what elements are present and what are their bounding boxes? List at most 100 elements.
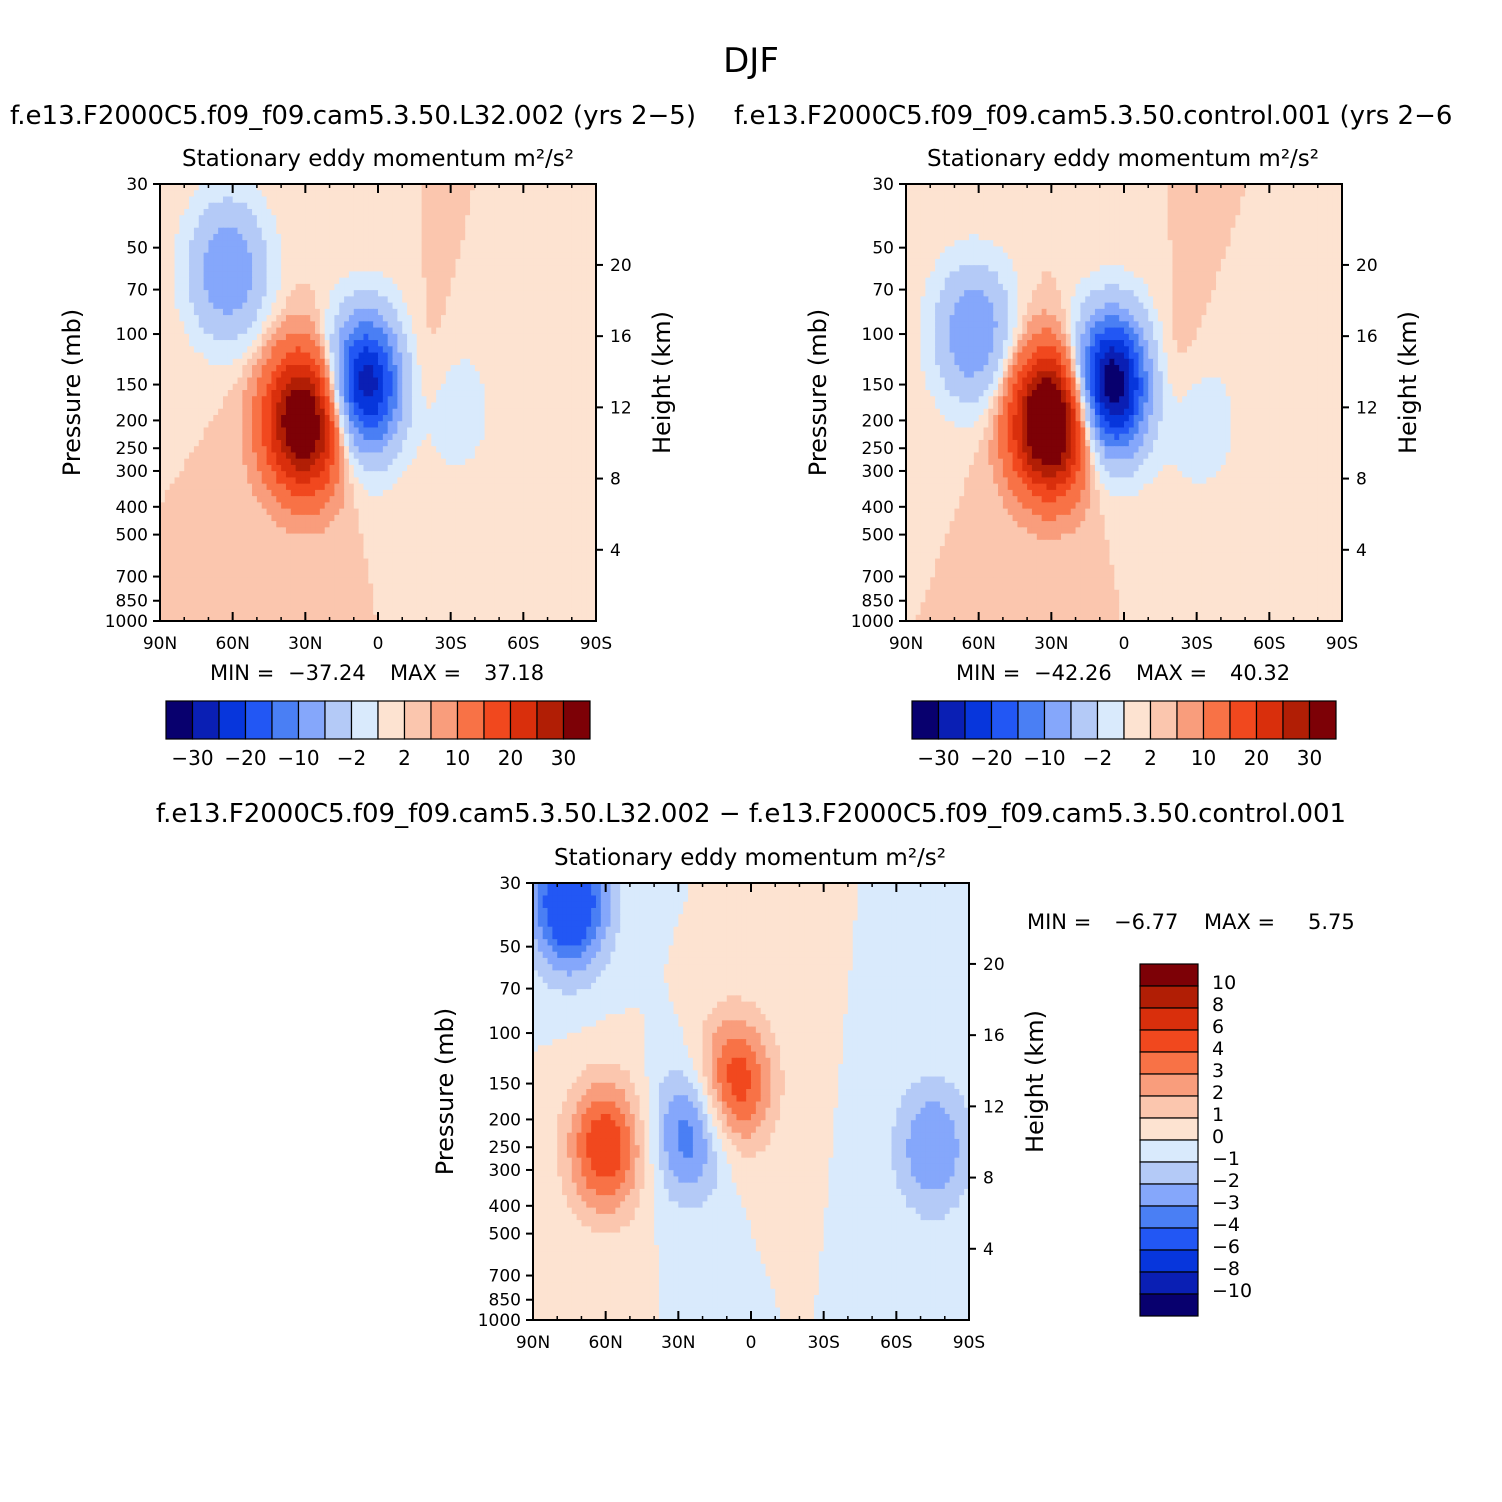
panel1-cell — [378, 190, 384, 198]
panel1-cell — [416, 333, 423, 341]
panel1-cell — [426, 202, 432, 210]
panel1-cell — [203, 283, 210, 291]
panel1-cell — [557, 277, 563, 285]
panel1-cell — [189, 446, 195, 454]
panel1-cell — [450, 521, 457, 528]
panel1-cell — [281, 464, 287, 472]
panel1-cell — [581, 452, 587, 460]
panel1-cell — [198, 246, 205, 254]
panel1-cell — [368, 508, 374, 516]
panel1-cell — [537, 221, 544, 229]
panel1-cell — [203, 402, 210, 410]
panel1-cell — [353, 508, 360, 516]
panel1-cell — [310, 208, 316, 216]
panel1-cell — [387, 196, 394, 204]
panel1-cell — [271, 408, 277, 416]
panel1-cell — [213, 190, 219, 198]
panel1-cell — [285, 414, 292, 422]
panel1-cell — [460, 439, 466, 447]
panel1-cell — [518, 327, 524, 335]
panel1-cell — [203, 414, 210, 422]
panel1-cell — [421, 184, 428, 191]
panel1-cell — [566, 464, 573, 472]
panel1-cell — [363, 215, 369, 223]
panel1-cell — [499, 477, 505, 485]
panel1-cell — [392, 296, 398, 304]
panel1-cell — [179, 208, 185, 216]
panel1-cell — [581, 427, 587, 435]
panel1-cell — [484, 290, 491, 297]
panel1-cell — [164, 433, 171, 441]
panel1-cell — [160, 315, 166, 322]
panel1-cell — [319, 240, 326, 248]
panel1-cell — [164, 333, 171, 341]
panel1-cell — [523, 346, 529, 354]
panel1-cell — [581, 271, 587, 279]
panel1-cell — [431, 396, 437, 404]
panel1-cell — [518, 202, 524, 210]
panel1-cell — [222, 371, 229, 379]
panel1-cell — [489, 308, 495, 316]
panel1-cell — [571, 483, 578, 491]
panel1-cell — [523, 290, 529, 297]
panel1-cell — [571, 184, 578, 191]
panel1-cell — [334, 377, 340, 385]
panel1-cell — [378, 421, 384, 429]
panel1-cell — [533, 252, 539, 260]
panel1-cell — [189, 408, 195, 416]
panel1-cell — [348, 302, 355, 310]
panel1-cell — [198, 283, 205, 291]
panel1-cell — [445, 265, 452, 272]
panel1-cell — [324, 489, 331, 497]
panel1-cell — [358, 196, 365, 204]
panel1-cell — [586, 471, 592, 479]
panel1-cell — [315, 439, 321, 447]
panel1-cell — [348, 414, 355, 422]
panel1-cell — [528, 240, 534, 248]
panel1-cell — [547, 271, 553, 279]
panel1-cell — [184, 439, 190, 447]
panel1-cell — [513, 514, 520, 522]
panel1-cell — [174, 433, 180, 441]
panel1-cell — [252, 240, 258, 248]
panel1-cell — [213, 340, 219, 347]
panel1-cell — [474, 283, 481, 291]
panel1-cell — [518, 471, 524, 479]
panel1-cell — [474, 446, 481, 454]
panel1-cell — [247, 196, 253, 204]
panel1-cell — [213, 358, 219, 366]
panel1-cell — [179, 190, 185, 198]
panel1-cell — [174, 377, 180, 385]
panel1-cell — [300, 196, 306, 204]
panel1-cell — [276, 315, 282, 322]
panel1-cell — [208, 446, 214, 454]
panel1-cell — [285, 446, 292, 454]
panel1-cell — [402, 215, 408, 223]
panel1-cell — [436, 321, 442, 329]
panel1-cell — [334, 271, 340, 279]
panel1-cell — [368, 458, 374, 466]
panel1-cell — [484, 308, 491, 316]
panel1-cell — [576, 452, 583, 460]
panel1-cell — [324, 240, 331, 248]
panel1-cell — [353, 246, 360, 254]
panel1-cell — [557, 383, 563, 391]
panel1-cell — [382, 452, 389, 460]
panel1-cell — [373, 321, 379, 329]
panel1-cell — [353, 496, 360, 503]
panel1-cell — [339, 196, 345, 204]
panel1-cell — [252, 271, 258, 279]
panel1-cell — [305, 358, 311, 366]
panel1-cell — [324, 396, 331, 404]
panel1-cell — [184, 483, 190, 491]
panel1-cell — [324, 215, 331, 223]
panel1-cell — [368, 265, 374, 272]
panel1-cell — [315, 433, 321, 441]
panel1-cell — [334, 202, 340, 210]
panel1-cell — [160, 458, 166, 466]
panel1-cell — [353, 208, 360, 216]
panel1-cell — [227, 527, 234, 535]
panel1-cell — [305, 221, 311, 229]
panel1-cell — [315, 483, 321, 491]
panel1-cell — [266, 227, 273, 235]
